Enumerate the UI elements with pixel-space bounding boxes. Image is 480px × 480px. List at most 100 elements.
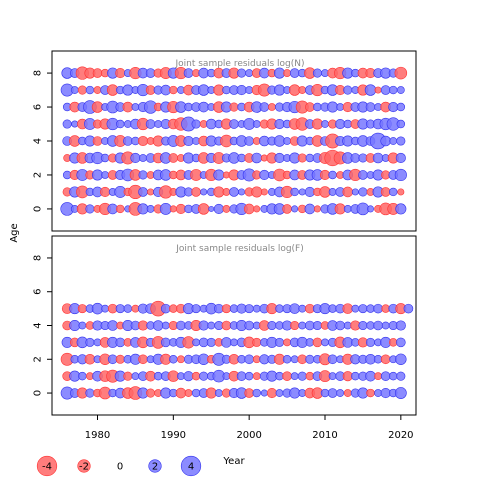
residual-bubble <box>372 152 384 164</box>
residual-bubble <box>374 372 382 381</box>
residual-bubble <box>380 371 391 381</box>
residual-bubble <box>365 102 376 112</box>
legend-label: 4 <box>188 462 194 473</box>
residual-bubble <box>198 320 209 331</box>
residual-bubble <box>394 168 407 182</box>
residual-bubble <box>138 354 148 365</box>
residual-bubble <box>275 371 284 381</box>
residual-bubble <box>169 205 177 213</box>
residual-bubble <box>184 102 193 112</box>
residual-bubble <box>396 337 406 348</box>
residual-bubble <box>274 337 285 347</box>
residual-bubble <box>154 120 163 128</box>
residual-bubble <box>139 154 147 162</box>
residual-bubble <box>192 338 200 347</box>
residual-bubble <box>343 389 352 397</box>
residual-bubble <box>123 371 133 381</box>
residual-bubble <box>311 118 323 130</box>
residual-bubble <box>351 188 359 196</box>
residual-bubble <box>252 120 261 128</box>
residual-bubble <box>290 355 299 364</box>
y-tick-label: 6 <box>33 289 44 295</box>
residual-bubble <box>237 68 247 78</box>
residual-bubble <box>266 388 277 399</box>
residual-bubble <box>131 372 140 381</box>
residual-bubble <box>298 86 307 94</box>
residual-bubble <box>244 354 254 365</box>
residual-bubble <box>397 188 405 196</box>
residual-bubble <box>290 187 299 197</box>
residual-bubble <box>92 68 103 78</box>
residual-bubble <box>327 388 338 398</box>
residual-bubble <box>69 320 81 331</box>
residual-bubble <box>85 85 95 95</box>
y-tick-label: 4 <box>33 322 44 328</box>
residual-bubble <box>221 337 232 348</box>
panel-title: Joint sample residuals log(F) <box>175 244 303 254</box>
residual-bubble <box>358 170 368 180</box>
residual-bubble <box>374 86 382 94</box>
residual-bubble <box>358 320 368 331</box>
y-tick-label: 8 <box>33 255 44 261</box>
residual-bubble <box>268 103 276 111</box>
panel-1: 0 2 4 6 8 Joint sample residuals log(N) <box>33 50 417 232</box>
panel-2: 0 2 4 6 8 Joint sample residuals log(F) <box>33 235 417 416</box>
residual-bubble <box>380 354 391 365</box>
residual-bubble <box>168 153 179 163</box>
residual-bubble <box>259 102 270 112</box>
residual-bubble <box>252 355 261 364</box>
residual-bubble <box>365 370 376 382</box>
residual-bubble <box>71 120 79 128</box>
residual-bubble <box>298 321 307 330</box>
residual-bubble <box>85 388 95 398</box>
residual-bubble <box>395 152 406 164</box>
residual-bubble <box>197 203 210 215</box>
residual-bubble <box>191 119 201 129</box>
residual-bubble <box>289 303 300 314</box>
residual-bubble <box>198 101 209 113</box>
residual-bubble <box>342 303 354 314</box>
residual-bubble <box>313 205 321 213</box>
residual-bubble <box>260 188 268 196</box>
residual-bubble <box>297 153 307 163</box>
residual-bubble <box>282 204 292 214</box>
residual-bubble <box>396 86 405 94</box>
y-tick-label: 0 <box>33 390 44 396</box>
residual-bubble <box>237 355 246 364</box>
residual-bubble <box>312 337 323 348</box>
residual-bubble <box>282 355 292 364</box>
residual-bubble <box>283 69 291 77</box>
residual-bubble <box>230 338 238 347</box>
residual-bubble <box>291 205 299 213</box>
residual-bubble <box>206 337 216 347</box>
residual-bubble <box>214 389 223 397</box>
residual-bubble <box>380 388 391 399</box>
residual-bubble <box>319 169 331 181</box>
residual-bubble <box>116 119 125 129</box>
residual-bubble <box>191 304 201 314</box>
residual-bubble <box>395 353 407 365</box>
bubble-layer <box>60 66 408 216</box>
residual-bubble <box>221 320 232 331</box>
residual-bubble <box>305 338 315 347</box>
residual-bubble <box>351 371 360 381</box>
residual-bubble <box>236 371 247 381</box>
size-legend: -4 -2 0 2 4 <box>36 455 202 477</box>
residual-bubble <box>403 303 414 314</box>
legend-bubble <box>148 459 162 473</box>
residual-bubble <box>244 320 254 331</box>
residual-bubble <box>169 355 178 364</box>
residual-bubble <box>305 371 315 381</box>
residual-bubble <box>115 337 126 348</box>
residual-bubble <box>85 204 95 214</box>
residual-bubble <box>229 102 239 112</box>
residual-bubble <box>84 353 96 365</box>
residual-bubble <box>305 354 315 364</box>
residual-bubble <box>252 304 261 313</box>
residual-bubble <box>100 186 111 197</box>
residual-bubble <box>342 186 354 198</box>
x-axis-title: Year <box>222 456 245 467</box>
y-tick-label: 2 <box>33 356 44 362</box>
residual-bubble <box>160 303 171 314</box>
